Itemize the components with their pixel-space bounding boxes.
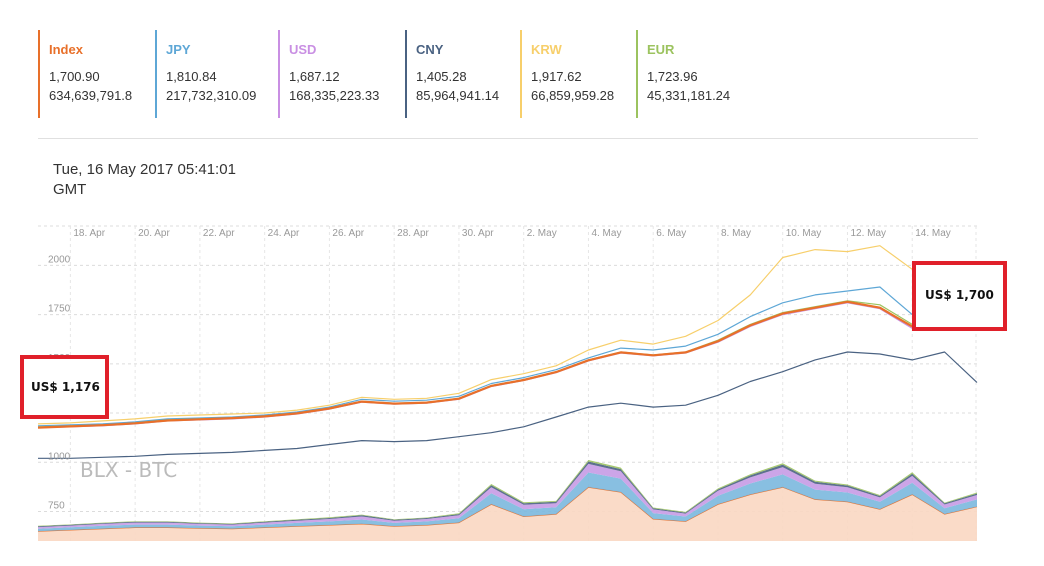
legend-item-usd[interactable]: USD 1,687.12 168,335,223.33 (278, 30, 379, 118)
y-tick-label: 2000 (48, 254, 71, 265)
x-tick-label: 18. Apr (73, 228, 105, 239)
legend-price: 1,917.62 (531, 69, 582, 84)
legend-price: 1,700.90 (49, 69, 100, 84)
x-tick-label: 24. Apr (268, 228, 300, 239)
end-callout-box (912, 261, 1007, 331)
legend-name: JPY (166, 42, 191, 57)
legend-volume: 66,859,959.28 (531, 88, 615, 103)
legend-price: 1,405.28 (416, 69, 467, 84)
legend-name: Index (49, 42, 83, 57)
x-tick-label: 12. May (850, 228, 886, 239)
legend-item-eur[interactable]: EUR 1,723.96 45,331,181.24 (636, 30, 730, 118)
series-line-index (37, 300, 978, 429)
legend-item-index[interactable]: Index 1,700.90 634,639,791.8 (38, 30, 132, 118)
volume-areas (37, 460, 978, 541)
volume-area-usd (38, 463, 977, 529)
volume-area-cny (38, 461, 977, 528)
x-tick-label: 22. Apr (203, 228, 235, 239)
volume-area-jpy (38, 472, 977, 532)
legend-item-jpy[interactable]: JPY 1,810.84 217,732,310.09 (155, 30, 256, 118)
legend-item-krw[interactable]: KRW 1,917.62 66,859,959.28 (520, 30, 614, 118)
watermark-text: BLX - BTC (80, 458, 177, 482)
x-tick-label: 28. Apr (397, 228, 429, 239)
price-lines (37, 245, 978, 459)
chart-timestamp: Tue, 16 May 2017 05:41:01 GMT (53, 160, 236, 200)
legend-name: KRW (531, 42, 562, 57)
legend-price: 1,687.12 (289, 69, 340, 84)
volume-area-eur (38, 460, 977, 527)
x-axis-ticks: 18. Apr 20. Apr 22. Apr 24. Apr 26. Apr 28. A… (73, 228, 950, 239)
x-tick-label: 20. Apr (138, 228, 170, 239)
series-line-krw (37, 245, 978, 425)
x-tick-label: 2. May (527, 228, 557, 239)
legend-price: 1,723.96 (647, 69, 698, 84)
start-callout-label: US$ 1,176 (31, 380, 100, 394)
x-tick-label: 26. Apr (332, 228, 364, 239)
y-tick-label: 1750 (48, 304, 71, 315)
legend-name: EUR (647, 42, 675, 57)
legend-name: CNY (416, 42, 444, 57)
y-tick-label: 1000 (48, 451, 71, 462)
end-price-callout: US$ 1,700 (912, 261, 1007, 331)
start-callout-box (20, 355, 109, 419)
legend-volume: 634,639,791.8 (49, 88, 133, 103)
end-callout-label: US$ 1,700 (925, 288, 994, 302)
x-tick-label: 10. May (786, 228, 822, 239)
start-price-callout: US$ 1,176 (20, 355, 109, 419)
legend-volume: 85,964,941.14 (416, 88, 500, 103)
legend-volume: 168,335,223.33 (289, 88, 380, 103)
legend-volume: 45,331,181.24 (647, 88, 731, 103)
series-line-usd (37, 302, 978, 429)
y-tick-label: 750 (48, 500, 65, 511)
x-tick-label: 4. May (591, 228, 621, 239)
x-tick-label: 8. May (721, 228, 751, 239)
timestamp-date: Tue, 16 May 2017 05:41:01 (53, 161, 236, 178)
series-line-jpy (37, 286, 978, 427)
timestamp-zone: GMT (53, 181, 87, 198)
legend-volume: 217,732,310.09 (166, 88, 257, 103)
x-tick-label: 6. May (656, 228, 686, 239)
legend-price: 1,810.84 (166, 69, 217, 84)
x-tick-label: 14. May (915, 228, 951, 239)
legend-name: USD (289, 42, 317, 57)
legend-item-cny[interactable]: CNY 1,405.28 85,964,941.14 (405, 30, 499, 118)
legend-divider (38, 138, 978, 139)
x-tick-label: 30. Apr (462, 228, 494, 239)
series-line-cny (38, 351, 978, 459)
